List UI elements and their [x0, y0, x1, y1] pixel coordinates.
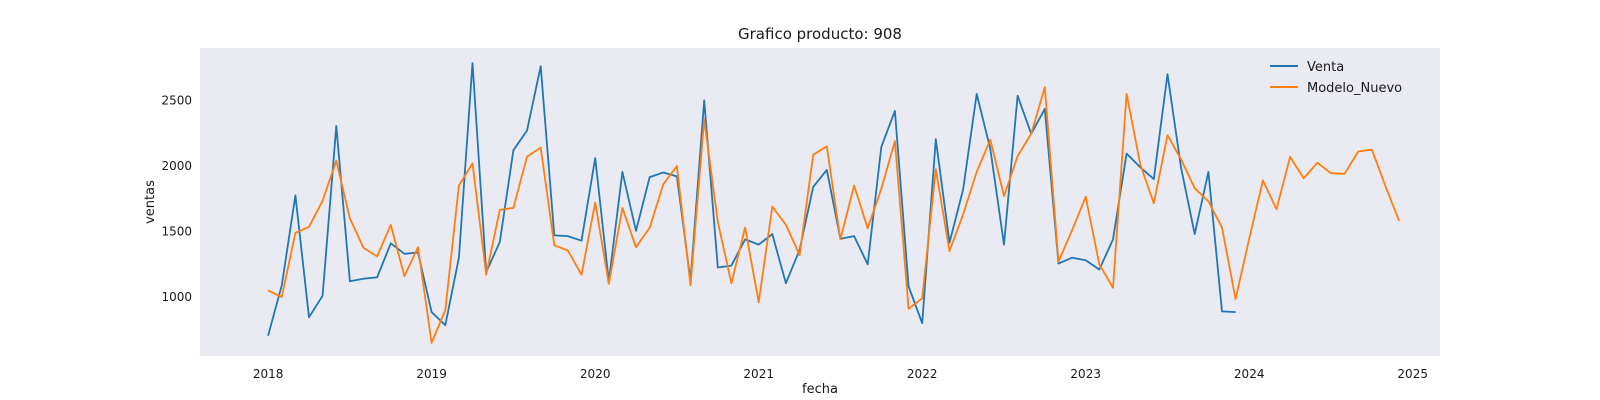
x-tick-label: 2022	[907, 367, 938, 381]
x-axis-ticks: 2018 2019 2020 2021 2022 2023 2024 2025	[253, 367, 1428, 381]
legend-label: Venta	[1307, 60, 1344, 75]
x-tick-label: 2025	[1397, 367, 1428, 381]
x-tick-label: 2023	[1070, 367, 1101, 381]
plot-area	[200, 48, 1440, 356]
x-tick-label: 2020	[580, 367, 611, 381]
y-tick-label: 1500	[161, 225, 192, 239]
y-tick-label: 2500	[161, 93, 192, 107]
series-line-1	[267, 86, 1400, 344]
y-axis-label: ventas	[143, 180, 158, 224]
x-tick-label: 2021	[743, 367, 774, 381]
y-tick-label: 1000	[161, 290, 192, 304]
series-line-0	[267, 62, 1236, 336]
legend: Venta Modelo_Nuevo	[1270, 60, 1402, 96]
y-axis-ticks: 1000 1500 2000 2500	[161, 93, 192, 304]
chart-title: Grafico producto: 908	[738, 25, 902, 43]
x-tick-label: 2024	[1234, 367, 1265, 381]
y-tick-label: 2000	[161, 159, 192, 173]
x-tick-label: 2019	[416, 367, 447, 381]
x-axis-label: fecha	[802, 382, 838, 397]
x-tick-label: 2018	[253, 367, 284, 381]
legend-label: Modelo_Nuevo	[1307, 81, 1402, 96]
series-lines	[267, 62, 1400, 344]
